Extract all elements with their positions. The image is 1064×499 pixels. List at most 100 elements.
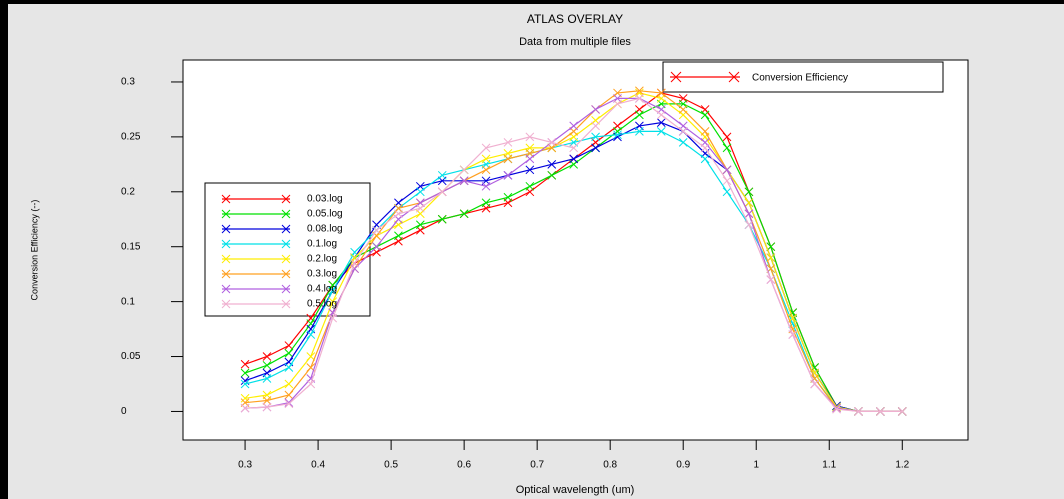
point-marker [240,359,250,369]
legend-label: 0.1.log [307,239,337,250]
point-marker [284,348,294,358]
point-marker [394,209,403,219]
point-marker [722,187,732,197]
point-marker [415,220,425,230]
legend-label: 0.5.log [307,299,337,310]
point-marker [525,165,535,175]
point-marker [722,165,732,175]
point-marker [635,110,644,120]
point-marker [459,209,469,219]
y-tick-label: 0.3 [121,77,135,88]
point-marker [262,402,272,412]
point-marker [306,330,316,339]
point-marker [503,138,513,147]
point-marker [635,127,644,136]
y-tick-label: 0.25 [121,132,141,143]
window-edge [0,0,8,499]
x-axis-label: Optical wavelength (um) [516,484,635,496]
point-marker [372,225,381,235]
window-edge [0,0,1064,4]
point-marker [700,154,710,164]
point-marker [437,214,447,224]
x-tick-label: 0.6 [457,460,471,471]
point-marker [437,187,447,197]
point-marker [569,143,579,153]
legend-label: 0.05.log [307,209,343,220]
point-marker [678,127,688,136]
point-marker [722,132,732,142]
legend-marker [221,194,291,204]
point-marker [350,258,359,268]
point-marker [722,176,732,186]
x-tick-label: 0.3 [238,460,252,471]
point-marker [328,286,338,295]
point-marker [437,170,447,180]
y-axis-label: Conversion Efficiency (--) [29,200,39,301]
point-marker [372,242,381,252]
point-marker [678,105,688,114]
point-marker [262,396,272,405]
point-marker [503,154,513,164]
point-marker [700,110,710,120]
legend-label: 0.3.log [307,269,337,280]
point-marker [569,154,579,164]
x-tick-label: 0.7 [530,460,544,471]
point-marker [591,121,600,131]
x-tick-label: 0.5 [384,460,398,471]
legend-marker [221,269,291,279]
point-marker [284,341,294,350]
y-tick-label: 0.1 [121,296,135,307]
point-marker [656,118,666,127]
point-marker [284,398,294,408]
point-marker [525,181,535,191]
point-marker [766,253,776,263]
legend-marker [221,239,291,249]
point-marker [481,181,491,191]
legend-marker [221,254,291,264]
chart-title: ATLAS OVERLAY [527,12,623,26]
point-marker [525,132,535,142]
point-marker [700,143,710,153]
point-marker [788,330,798,339]
point-marker [656,110,666,120]
point-marker [744,198,754,208]
point-marker [700,127,710,136]
point-marker [415,203,425,213]
legend-label: 0.08.log [307,224,343,235]
point-marker [415,187,425,197]
point-marker [547,170,557,180]
y-tick-label: 0 [121,406,127,417]
point-marker [591,143,600,153]
point-marker [284,390,294,400]
point-marker [481,165,491,175]
point-marker [262,352,272,361]
point-marker [744,209,754,219]
point-marker [635,94,644,103]
point-marker [284,379,294,389]
x-tick-label: 0.8 [603,460,617,471]
point-marker [744,220,754,230]
point-marker [284,363,294,372]
x-tick-label: 1.2 [895,460,909,471]
point-marker [591,132,600,142]
point-marker [481,154,491,164]
point-marker [262,374,272,383]
legend-label: 0.03.log [307,194,343,205]
point-marker [328,297,338,306]
point-marker [547,138,557,147]
legend-label: 0.2.log [307,254,337,265]
point-marker [722,143,732,153]
point-marker [525,154,535,164]
point-marker [240,368,250,378]
legend-label: 0.4.log [307,284,337,295]
x-tick-label: 1.1 [822,460,836,471]
point-marker [306,352,316,361]
point-marker [766,275,776,285]
point-marker [481,143,491,153]
legend-label: Conversion Efficiency [752,73,848,84]
y-tick-label: 0.2 [121,186,135,197]
point-marker [810,379,820,389]
point-marker [306,379,316,389]
x-tick-label: 1 [753,460,759,471]
